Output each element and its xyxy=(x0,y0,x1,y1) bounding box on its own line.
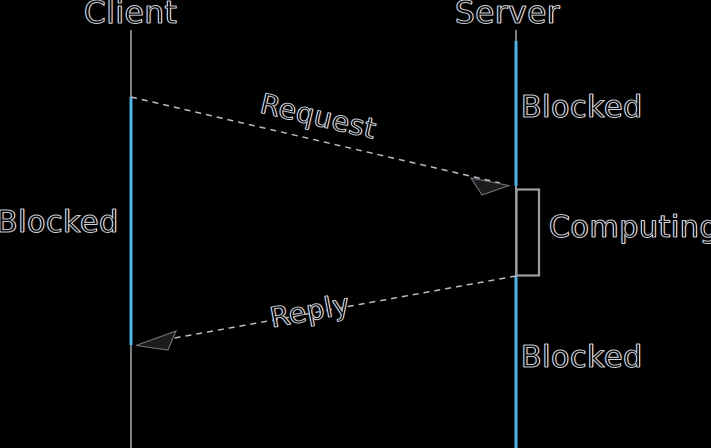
state-label-client-blocked: Blocked xyxy=(0,205,119,240)
reply-arrowhead xyxy=(135,330,177,351)
message-reply xyxy=(135,275,517,351)
state-label-server-blocked-after: Blocked xyxy=(521,340,643,375)
state-label-server-blocked-before: Blocked xyxy=(521,90,643,125)
activation-rectangle xyxy=(515,188,541,277)
participant-label-server: Server xyxy=(455,0,561,31)
reply-message-line xyxy=(146,275,517,344)
request-message-line xyxy=(130,96,501,184)
request-arrowhead xyxy=(469,177,512,196)
message-request xyxy=(130,96,512,196)
state-label-server-computing: Computing xyxy=(549,210,711,245)
participant-label-client: Client xyxy=(84,0,178,31)
server-activation-box xyxy=(515,188,541,277)
